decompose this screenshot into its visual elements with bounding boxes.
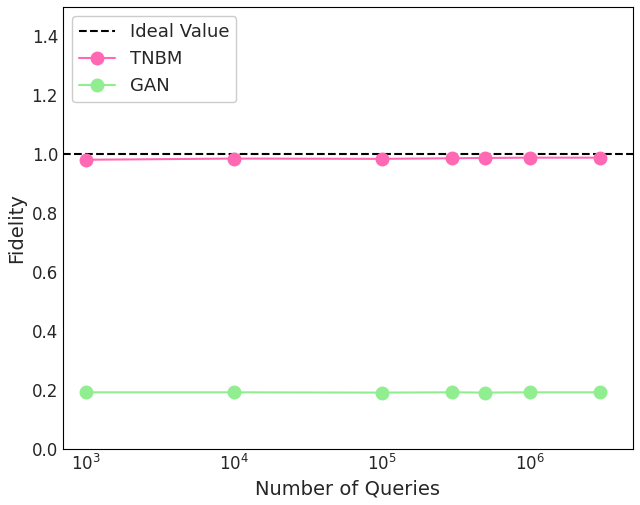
X-axis label: Number of Queries: Number of Queries	[255, 479, 440, 498]
GAN	[596, 389, 604, 395]
TNBM	[596, 155, 604, 161]
GAN	[230, 389, 237, 395]
GAN	[526, 389, 534, 395]
TNBM	[82, 157, 90, 163]
Y-axis label: Fidelity: Fidelity	[7, 193, 26, 263]
TNBM	[526, 155, 534, 161]
Line: TNBM: TNBM	[79, 152, 607, 166]
TNBM	[449, 155, 456, 161]
TNBM	[378, 156, 385, 162]
GAN	[481, 389, 489, 395]
GAN	[378, 389, 385, 395]
Legend: Ideal Value, TNBM, GAN: Ideal Value, TNBM, GAN	[72, 16, 236, 103]
TNBM	[481, 155, 489, 161]
TNBM	[230, 156, 237, 162]
GAN	[449, 389, 456, 395]
Line: GAN: GAN	[79, 386, 607, 399]
GAN	[82, 389, 90, 395]
